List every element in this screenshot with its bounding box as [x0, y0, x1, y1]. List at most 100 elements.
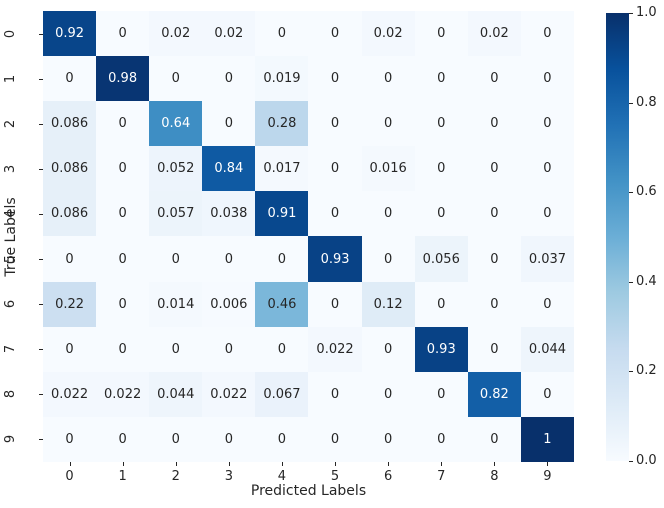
heatmap-cell: 0 [361, 191, 415, 237]
heatmap-cell: 0 [255, 416, 309, 462]
heatmap-cell: 0 [255, 326, 309, 372]
colorbar-tick-label: 0.4 [636, 273, 657, 289]
heatmap-cell: 0.93 [414, 326, 468, 372]
colorbar-tick-mark [629, 282, 633, 283]
heatmap-cell: 0.017 [255, 146, 309, 192]
y-tick-mark [39, 349, 43, 350]
x-tick-mark [335, 462, 336, 466]
y-tick-mark [39, 169, 43, 170]
x-tick-label: 1 [118, 469, 127, 484]
heatmap-cell: 0.98 [96, 56, 150, 102]
heatmap-cell: 0.93 [308, 236, 362, 282]
y-tick-mark [39, 34, 43, 35]
heatmap-cell: 1 [520, 416, 574, 462]
x-tick-mark [70, 462, 71, 466]
heatmap-cell: 0 [202, 326, 256, 372]
colorbar-tick-mark [629, 192, 633, 193]
x-tick-label: 6 [384, 469, 393, 484]
colorbar-tick-label: 1.0 [636, 5, 657, 20]
heatmap-cell: 0 [308, 11, 362, 57]
heatmap-cell: 0.014 [149, 281, 203, 327]
heatmap-cell: 0.02 [467, 11, 521, 57]
heatmap-cell: 0 [414, 281, 468, 327]
heatmap-cell: 0.022 [308, 326, 362, 372]
colorbar-tick-label: 0.8 [636, 94, 657, 110]
heatmap-cell: 0.22 [43, 281, 97, 327]
heatmap-cell: 0.006 [202, 281, 256, 327]
heatmap-cell: 0 [96, 416, 150, 462]
x-tick-mark [547, 462, 548, 466]
heatmap-cell: 0 [43, 56, 97, 102]
heatmap-cell: 0.022 [202, 371, 256, 417]
heatmap-cell: 0 [520, 371, 574, 417]
heatmap-cell: 0.037 [520, 236, 574, 282]
heatmap-cell: 0 [308, 101, 362, 147]
x-tick-mark [494, 462, 495, 466]
x-axis-title: Predicted Labels [250, 483, 367, 499]
heatmap-cell: 0 [202, 56, 256, 102]
y-tick-label: 1 [2, 74, 18, 83]
y-tick-label: 9 [2, 435, 18, 444]
y-tick-mark [39, 259, 43, 260]
heatmap-cell: 0 [361, 56, 415, 102]
x-tick-mark [176, 462, 177, 466]
x-tick-label: 4 [277, 469, 287, 484]
y-tick-label: 7 [2, 345, 18, 354]
heatmap-cell: 0.02 [149, 11, 203, 57]
heatmap-cell: 0 [520, 56, 574, 102]
heatmap-cell: 0.019 [255, 56, 309, 102]
heatmap-cell: 0 [202, 416, 256, 462]
heatmap-cell: 0 [308, 416, 362, 462]
heatmap-cell: 0.016 [361, 146, 415, 192]
y-tick-label: 5 [2, 254, 18, 264]
y-tick-label: 0 [2, 29, 18, 38]
heatmap-cell: 0 [361, 101, 415, 147]
y-tick-label: 6 [2, 300, 18, 309]
x-tick-mark [388, 462, 389, 466]
heatmap-cell: 0.056 [414, 236, 468, 282]
heatmap-cell: 0 [255, 11, 309, 57]
colorbar-tick-label: 0.0 [636, 453, 657, 468]
heatmap-cell: 0.12 [361, 281, 415, 327]
x-tick-label: 7 [437, 469, 446, 484]
heatmap-cell: 0 [414, 101, 468, 147]
heatmap-cell: 0.92 [43, 11, 97, 57]
heatmap-cell: 0 [202, 236, 256, 282]
heatmap-cell: 0 [467, 56, 521, 102]
heatmap-cell: 0.044 [520, 326, 574, 372]
colorbar [606, 13, 629, 461]
heatmap-cell: 0 [96, 326, 150, 372]
heatmap-cell: 0 [467, 326, 521, 372]
heatmap-cell: 0 [414, 11, 468, 57]
heatmap-cell: 0 [361, 416, 415, 462]
heatmap-cell: 0 [414, 371, 468, 417]
heatmap-cell: 0.086 [43, 146, 97, 192]
heatmap-cell: 0 [255, 236, 309, 282]
heatmap-cell: 0 [467, 416, 521, 462]
heatmap-cell: 0 [308, 191, 362, 237]
heatmap-cell: 0.067 [255, 371, 309, 417]
heatmap-cell: 0 [43, 236, 97, 282]
y-tick-mark [39, 394, 43, 395]
heatmap-cell: 0 [414, 191, 468, 237]
heatmap-cell: 0 [96, 236, 150, 282]
heatmap-cell: 0 [467, 191, 521, 237]
heatmap-cell: 0.022 [96, 371, 150, 417]
y-tick-mark [39, 439, 43, 440]
heatmap-cell: 0 [361, 371, 415, 417]
heatmap-cell: 0.086 [43, 191, 97, 237]
x-tick-mark [282, 462, 283, 466]
heatmap-cell: 0 [414, 56, 468, 102]
heatmap-cell: 0 [43, 416, 97, 462]
x-tick-mark [229, 462, 230, 466]
heatmap-cell: 0 [149, 236, 203, 282]
heatmap-cell: 0 [96, 101, 150, 147]
heatmap-cell: 0.022 [43, 371, 97, 417]
x-tick-mark [441, 462, 442, 466]
heatmap-cell: 0 [520, 11, 574, 57]
y-tick-label: 8 [2, 390, 18, 399]
heatmap-cell: 0 [467, 281, 521, 327]
heatmap-cell: 0 [520, 281, 574, 327]
heatmap-cell: 0.91 [255, 191, 309, 237]
